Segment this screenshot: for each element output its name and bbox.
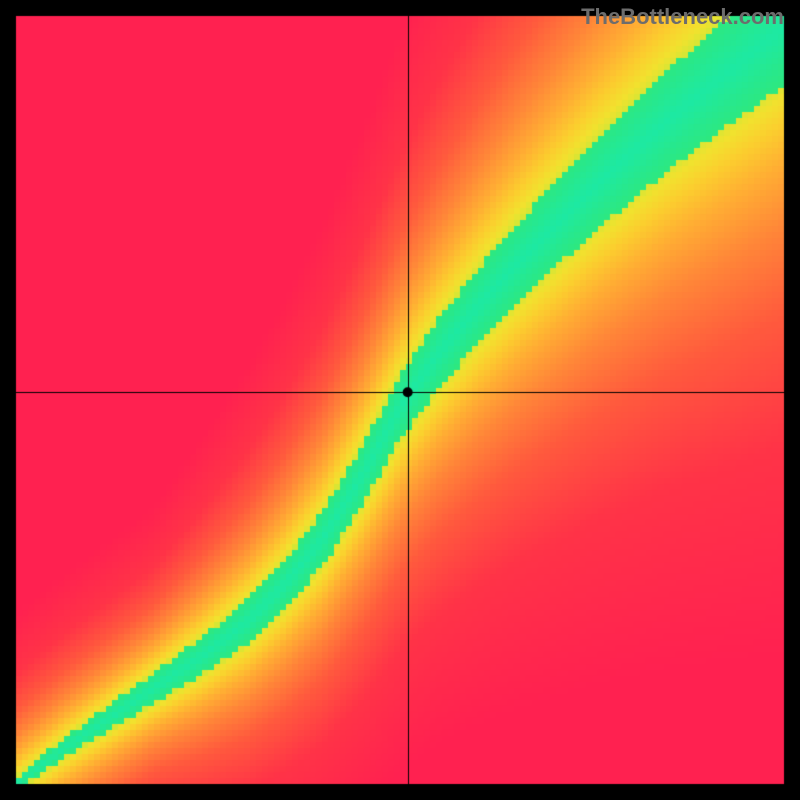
chart-container: TheBottleneck.com: [0, 0, 800, 800]
bottleneck-heatmap: [0, 0, 800, 800]
